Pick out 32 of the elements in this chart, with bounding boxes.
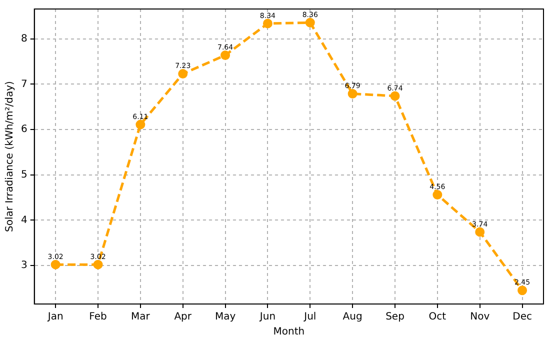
- x-tick-label: Feb: [89, 312, 107, 323]
- x-tick-label: Mar: [130, 312, 151, 323]
- y-tick-label: 5: [20, 169, 28, 180]
- y-tick-label: 8: [20, 34, 28, 44]
- point: [136, 120, 146, 130]
- y-tick-label: 4: [20, 214, 28, 226]
- point: [50, 260, 60, 270]
- x-tick-label: Jun: [258, 312, 276, 323]
- x-tick-label: Jul: [303, 312, 316, 323]
- point: [305, 18, 315, 28]
- y-tick-label: 7: [20, 78, 28, 90]
- point: [390, 91, 400, 101]
- y-tick-label: 3: [20, 260, 28, 272]
- point: [432, 190, 442, 200]
- x-axis-title: Month: [273, 326, 305, 338]
- y-axis-title: Solar Irradiance (kWh/m²/day): [4, 80, 16, 232]
- x-tick-label: Dec: [512, 312, 532, 323]
- x-tick-label: Aug: [342, 312, 362, 323]
- point: [262, 18, 272, 28]
- point: [220, 50, 230, 60]
- point: [178, 69, 188, 79]
- point: [475, 227, 485, 237]
- point: [93, 260, 103, 270]
- point: [518, 286, 528, 296]
- x-tick-label: Nov: [470, 312, 490, 323]
- point: [348, 88, 358, 98]
- x-tick-label: May: [214, 312, 236, 323]
- x-tick-label: Sep: [386, 312, 404, 323]
- x-tick-label: Jan: [46, 312, 64, 323]
- x-tick-label: Oct: [428, 312, 446, 323]
- x-tick-label: Apr: [174, 312, 192, 323]
- y-tick-label: 6: [20, 124, 28, 136]
